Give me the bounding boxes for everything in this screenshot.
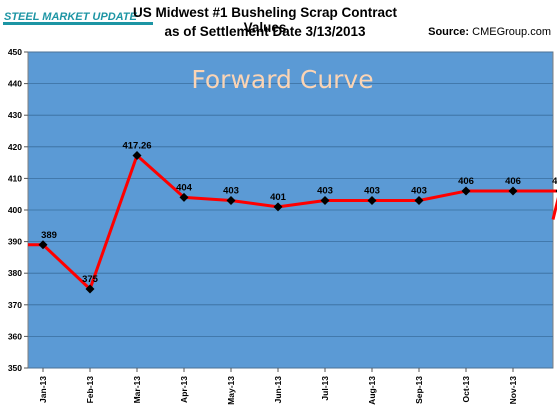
y-tick-label: 370 [8,300,22,310]
chart-title-line1: US Midwest #1 Busheling Scrap Contract V… [132,5,398,35]
steel-market-update-logo: STEEL MARKET UPDATE [3,5,153,35]
data-point-marker [508,186,518,196]
data-point-marker [226,196,236,206]
x-tick-label: Nov-13 [508,376,518,405]
data-label: 404 [176,182,193,193]
data-label: 406 [505,176,521,187]
data-label: 403 [411,186,427,197]
data-point-marker [367,196,377,206]
data-point-marker [273,202,283,212]
y-tick-label: 450 [8,47,22,57]
x-tick-label: Feb-13 [85,376,95,404]
data-point-marker [38,240,48,250]
x-tick-label: Dec-13 [555,376,557,404]
y-tick-label: 390 [8,237,22,247]
x-tick-label: Oct-13 [461,376,471,403]
data-point-marker [132,150,142,160]
data-label: 417.26 [122,140,151,151]
x-tick-label: Sep-13 [414,376,424,404]
logo-graphic: STEEL MARKET UPDATE [3,11,153,25]
data-label: 406 [552,176,557,187]
x-tick-label: Apr-13 [179,376,189,403]
x-axis-tick-labels: Jan-13 Feb-13 Mar-13 Apr-13 May-13 Jun-13 Jul-… [38,368,557,405]
x-tick-label: Mar-13 [132,376,142,404]
data-label: 401 [270,192,287,203]
data-point-marker [461,186,471,196]
forward-curve-annotation: Forward Curve [191,65,373,94]
data-label: 389 [41,230,57,241]
y-tick-label: 350 [8,363,22,373]
gridlines [24,51,553,369]
x-tick-label: Jul-13 [320,376,330,401]
data-label: 375 [82,274,99,285]
data-point-marker [179,192,189,202]
data-point-marker [320,196,330,206]
data-labels: 389 375 417.26 404 403 401 403 403 403 406 406 406 [41,140,557,285]
y-tick-label: 360 [8,331,22,341]
chart-title-line2: as of Settlement Date 3/13/2013 [164,24,366,39]
series-line [28,153,557,291]
data-markers [38,150,557,294]
x-tick-label: Jan-13 [38,376,48,403]
x-tick-label: Aug-13 [367,376,377,405]
data-point-marker [414,196,424,206]
y-tick-label: 410 [8,173,22,183]
data-label: 406 [458,176,474,187]
y-axis-tick-labels: 350 360 370 380 390 400 410 420 430 440 450 [8,47,22,373]
data-label: 403 [223,186,239,197]
y-tick-label: 430 [8,110,22,120]
source-value: CMEGroup.com [472,26,551,38]
data-label: 403 [364,186,380,197]
brand-text: STEEL MARKET UPDATE [4,11,137,23]
source-note: Source: CMEGroup.com [428,26,551,38]
data-label: 403 [317,186,333,197]
y-tick-label: 400 [8,205,22,215]
y-tick-label: 440 [8,79,22,89]
y-tick-label: 420 [8,142,22,152]
data-point-marker [85,284,95,294]
x-tick-label: May-13 [226,376,236,405]
x-tick-label: Jun-13 [273,376,283,404]
y-tick-label: 380 [8,268,22,278]
source-label: Source: [428,26,470,38]
